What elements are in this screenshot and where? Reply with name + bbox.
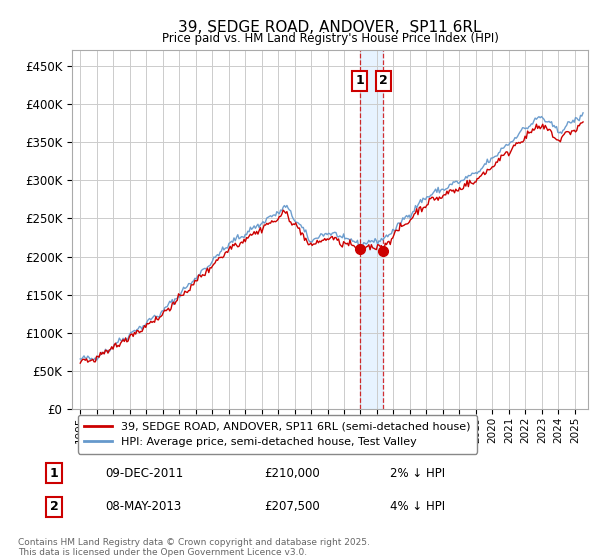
Text: 4% ↓ HPI: 4% ↓ HPI [390,500,445,514]
Legend: 39, SEDGE ROAD, ANDOVER, SP11 6RL (semi-detached house), HPI: Average price, sem: 39, SEDGE ROAD, ANDOVER, SP11 6RL (semi-… [77,415,477,454]
Text: 2: 2 [379,74,388,87]
Text: 09-DEC-2011: 09-DEC-2011 [105,466,183,480]
Text: 2: 2 [50,500,58,514]
Text: 39, SEDGE ROAD, ANDOVER,  SP11 6RL: 39, SEDGE ROAD, ANDOVER, SP11 6RL [178,20,482,35]
Text: Price paid vs. HM Land Registry's House Price Index (HPI): Price paid vs. HM Land Registry's House … [161,32,499,45]
Text: £207,500: £207,500 [264,500,320,514]
Text: 2% ↓ HPI: 2% ↓ HPI [390,466,445,480]
Text: 08-MAY-2013: 08-MAY-2013 [105,500,181,514]
Text: £210,000: £210,000 [264,466,320,480]
Text: Contains HM Land Registry data © Crown copyright and database right 2025.
This d: Contains HM Land Registry data © Crown c… [18,538,370,557]
Text: 1: 1 [355,74,364,87]
Text: 1: 1 [50,466,58,480]
